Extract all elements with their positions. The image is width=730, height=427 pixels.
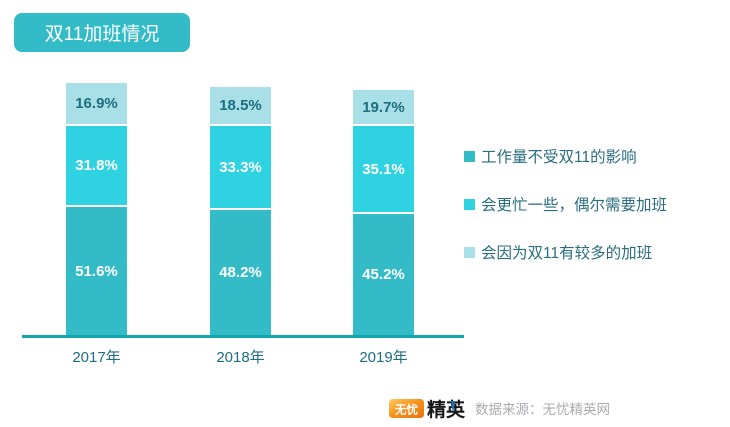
- svg-text:精英: 精英: [427, 398, 466, 419]
- svg-text:无忧: 无忧: [394, 403, 418, 417]
